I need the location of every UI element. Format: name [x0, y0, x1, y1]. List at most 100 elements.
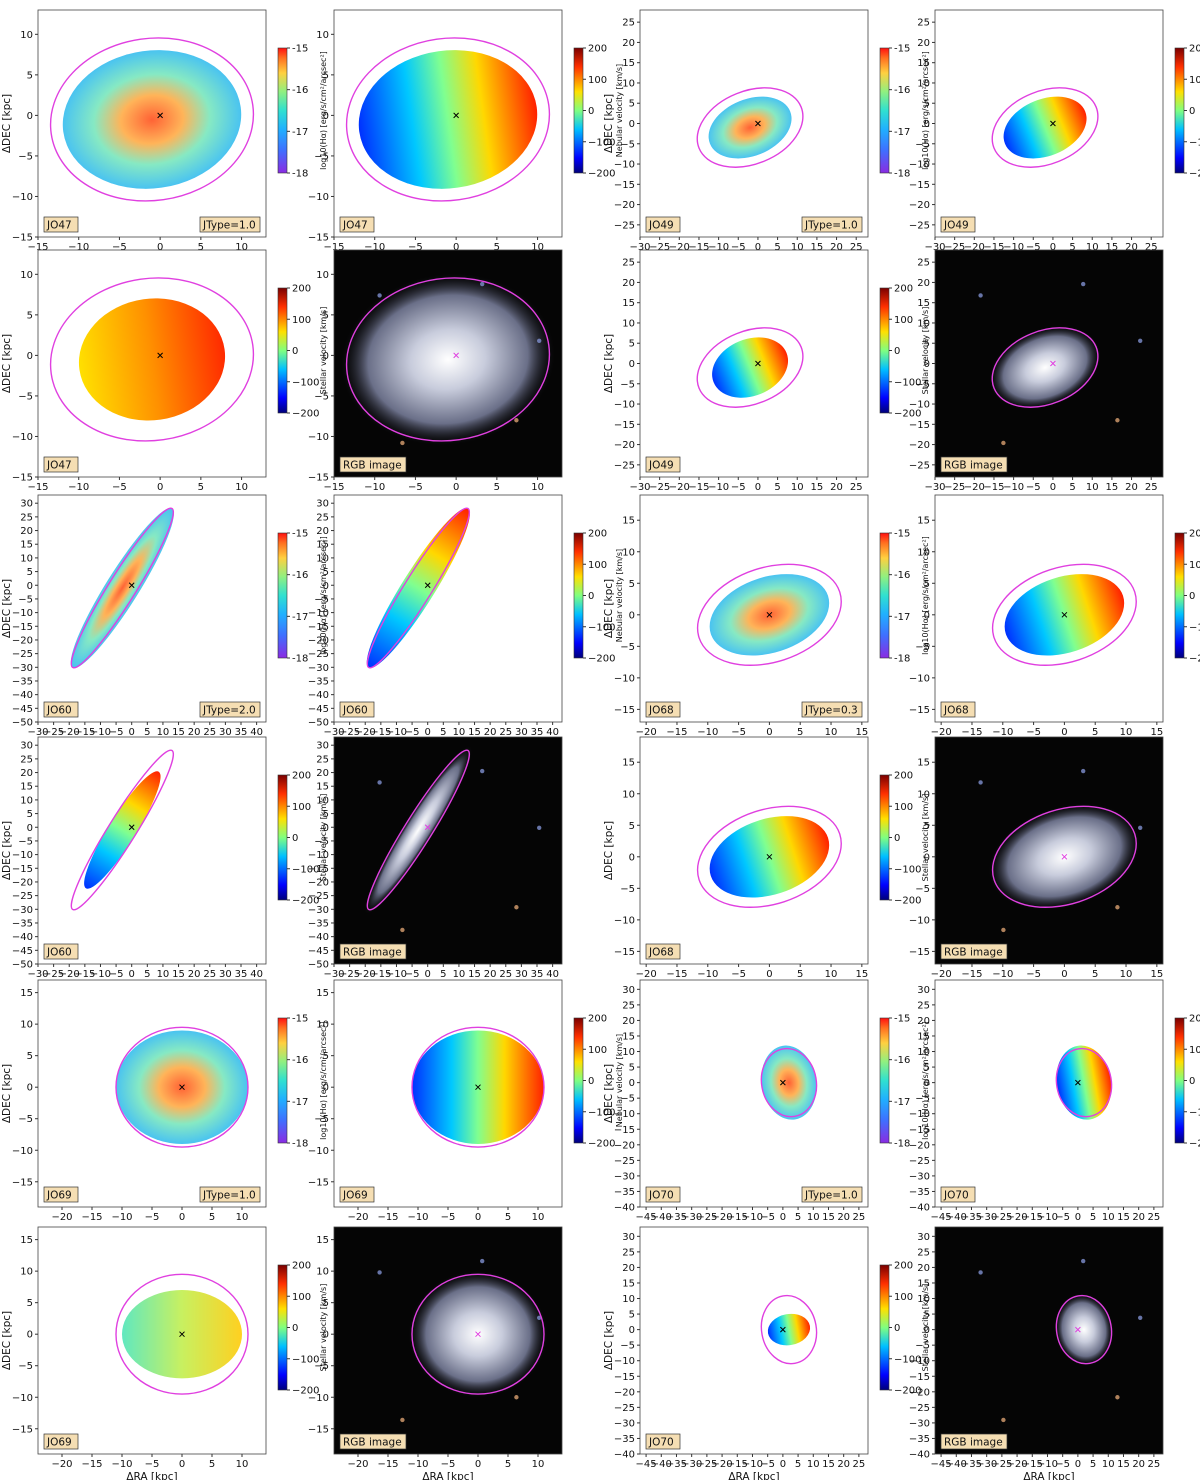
y-tick-label: −15 [308, 1177, 329, 1188]
colorbar-tick-label: −100 [894, 864, 921, 875]
y-tick-label: −30 [614, 1171, 635, 1182]
galaxy-contour [345, 37, 551, 202]
x-tick-label: −30 [924, 242, 945, 253]
x-tick-label: −15 [81, 1212, 102, 1223]
panel-jo49-h-flux: −30−25−20−15−10 −5 0 5 10 15 20 25−25−20−15−10−… [603, 9, 930, 253]
center-marker [1061, 853, 1068, 860]
colorbar-label: log10(Hα) [erg/s/cm²/arcsec²] [319, 1021, 328, 1140]
y-tick-label: −10 [614, 1356, 635, 1367]
x-tick-label: −5 [109, 969, 124, 980]
field-star [1138, 825, 1143, 830]
x-tick-label: 5 [505, 1212, 511, 1223]
x-tick-label: −25 [991, 1459, 1012, 1470]
galaxy-contour [366, 507, 471, 669]
x-tick-label: 10 [235, 242, 248, 253]
center-marker [179, 1084, 185, 1091]
y-tick-label: −40 [909, 1450, 930, 1461]
x-tick-label: 15 [855, 969, 868, 980]
colorbar-label: Stellar velocity [km/s] [319, 307, 328, 395]
colorbar-tick-label: -17 [894, 1097, 910, 1108]
axes-frame [333, 736, 563, 965]
x-tick-label: 15 [1150, 969, 1163, 980]
axes-frame [934, 1226, 1164, 1455]
x-axis-label: ΔRA [kpc] [1023, 1471, 1074, 1480]
y-tick-label: −10 [12, 608, 33, 619]
galaxy-tag: RGB image [944, 947, 1003, 959]
x-tick-label: 0 [1075, 1459, 1081, 1470]
center-marker [453, 112, 459, 119]
x-tick-label: 25 [203, 969, 216, 980]
panel-jo60-rgb-image: −30−25−20−15−10−5 0 5 10 15 20 25 30 35 40−50−45−… [308, 736, 563, 993]
x-tick-label: 5 [198, 242, 204, 253]
galaxy-contour [696, 805, 842, 908]
y-tick-label: 0 [924, 610, 930, 621]
x-tick-label: 25 [203, 727, 216, 738]
y-tick-label: 5 [323, 70, 329, 81]
y-tick-label: −15 [308, 622, 329, 633]
y-tick-label: 0 [924, 1078, 930, 1089]
y-tick-label: 20 [917, 278, 930, 289]
map-content [761, 1045, 817, 1120]
y-tick-label: −40 [614, 1450, 635, 1461]
x-tick-label: −25 [339, 727, 360, 738]
field-star [1001, 927, 1006, 933]
y-tick-label: 10 [622, 1294, 635, 1305]
stellar-velocity-field [712, 337, 789, 398]
y-tick-label: −10 [909, 1109, 930, 1120]
colorbar-tick-label: 0 [1189, 106, 1195, 117]
colorbar-tick-label: −200 [1189, 1139, 1200, 1150]
axes-frame [934, 736, 1164, 965]
axes-frame [934, 494, 1164, 723]
panel-jo47-h-flux: −15 −10 −5 0 5 10 −15 −10 −5 0 5 10 ΔDEC [kpc] JO47 JT… [1, 9, 328, 253]
y-tick-label: −10 [308, 850, 329, 861]
galaxy-tag-box [645, 701, 681, 718]
y-axis-label: ΔDEC [kpc] [1, 334, 13, 393]
galaxy-tag: RGB image [944, 460, 1003, 472]
x-tick-label: −15 [666, 969, 687, 980]
y-tick-label: −25 [308, 891, 329, 902]
y-tick-label: 10 [622, 318, 635, 329]
colorbar-label: Nebular velocity [km/s] [615, 1034, 624, 1127]
x-tick-label: −45 [931, 1459, 952, 1470]
y-tick-label: 15 [20, 540, 33, 551]
colorbar-tick-label: −100 [292, 864, 319, 875]
galaxy-contour [991, 327, 1099, 408]
y-tick-label: −10 [909, 1356, 930, 1367]
x-tick-label: −20 [59, 727, 80, 738]
y-tick-label: 20 [20, 768, 33, 779]
jtype-tag-box [199, 701, 261, 718]
x-tick-label: 15 [855, 727, 868, 738]
y-tick-label: 0 [27, 1083, 33, 1094]
x-tick-label: −20 [51, 1212, 72, 1223]
field-star [1081, 768, 1086, 774]
center-marker [157, 112, 163, 119]
y-tick-label: 0 [629, 610, 635, 621]
x-tick-label: −10 [697, 727, 718, 738]
y-tick-label: 20 [622, 38, 635, 49]
x-tick-label: 15 [1150, 727, 1163, 738]
center-marker [780, 1079, 786, 1086]
center-marker [128, 582, 135, 589]
y-tick-label: 10 [20, 1267, 33, 1278]
y-axis-label: ΔDEC [kpc] [603, 821, 615, 880]
x-tick-label: 35 [235, 727, 248, 738]
colorbar-tick-label: -16 [894, 570, 910, 581]
x-tick-label: −35 [666, 1459, 687, 1470]
x-tick-label: 25 [499, 969, 512, 980]
y-tick-label: 0 [629, 852, 635, 863]
field-star [1115, 418, 1120, 423]
y-tick-label: 10 [917, 789, 930, 800]
galaxy-tag-box [43, 943, 79, 960]
y-tick-label: −15 [308, 864, 329, 875]
y-tick-label: 5 [924, 579, 930, 590]
x-tick-label: −10 [386, 727, 407, 738]
galaxy-tag: JO70 [648, 1437, 674, 1449]
colorbar-tick-label: -15 [894, 1014, 910, 1025]
x-tick-label: −15 [1022, 1459, 1043, 1470]
y-tick-label: −25 [909, 1403, 930, 1414]
center-marker [780, 1326, 786, 1333]
y-tick-label: 10 [20, 30, 33, 41]
